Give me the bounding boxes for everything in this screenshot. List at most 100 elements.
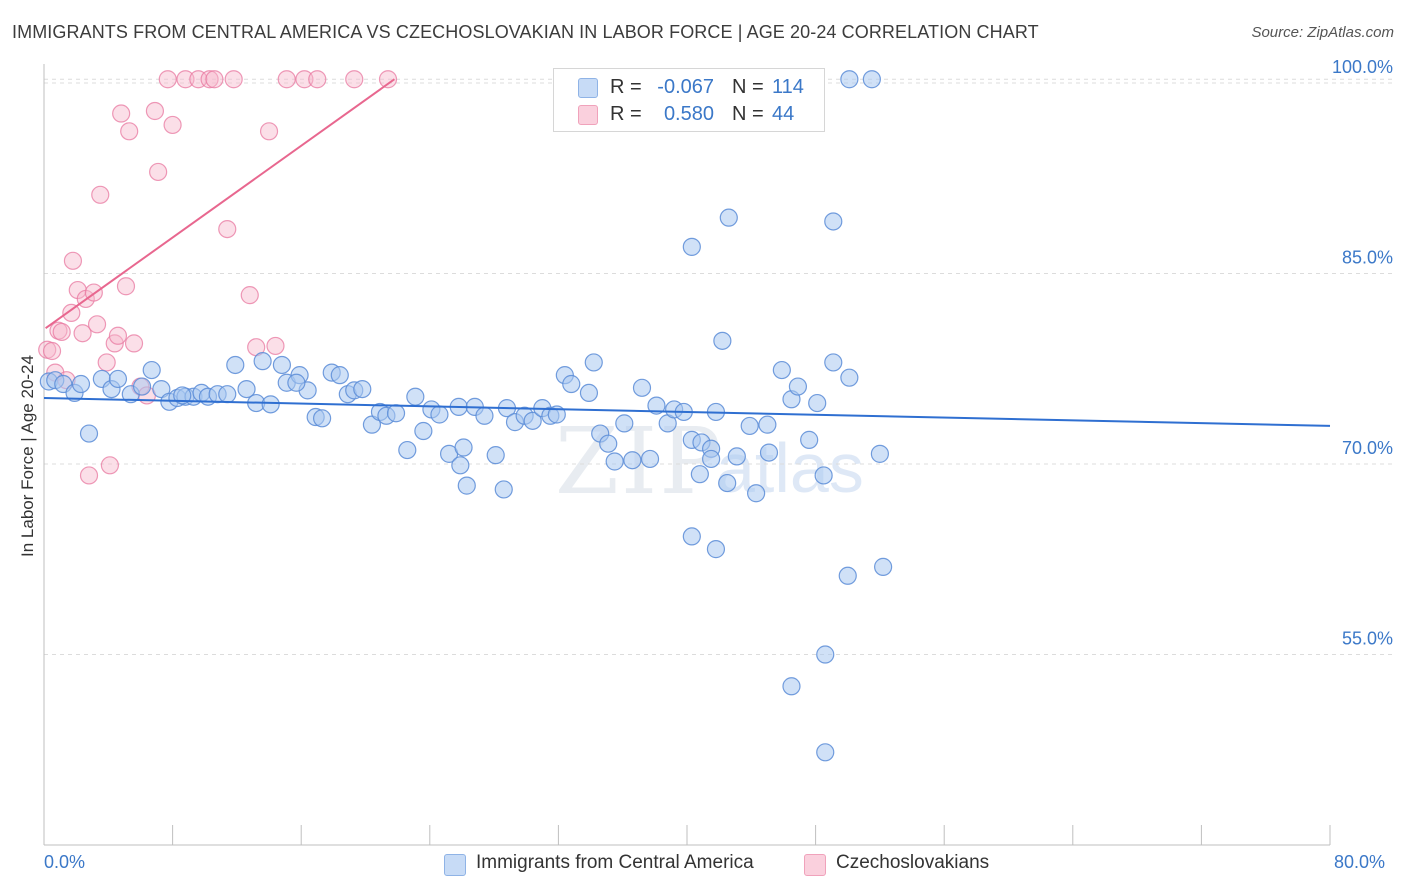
correlation-legend: R = -0.067 N = 114 R = 0.580 N = 44	[553, 68, 825, 132]
legend-r-value: 0.580	[663, 103, 714, 125]
central-america-point	[640, 449, 660, 469]
central-america-point	[272, 355, 292, 375]
central-america-point	[584, 353, 603, 372]
czechoslovakian-point	[62, 303, 81, 323]
x-tick-min: 0.0%	[44, 852, 86, 872]
source-label: Source: ZipAtlas.com	[1251, 24, 1394, 41]
legend-n-label: N =	[732, 76, 764, 98]
central-america-point	[615, 414, 634, 433]
legend-swatch-czechoslovakians	[804, 854, 826, 876]
czechoslovakian-point	[277, 70, 296, 89]
czechoslovakian-point	[259, 122, 279, 141]
central-america-point	[647, 396, 666, 415]
legend-r-value: -0.067	[657, 76, 714, 98]
central-america-point	[874, 557, 893, 576]
central-america-point	[406, 387, 425, 406]
watermark-atlas: atlas	[716, 429, 864, 507]
czechoslovakian-point	[158, 70, 177, 89]
legend-row-czechoslovakians: R = 0.580 N = 44	[554, 101, 824, 127]
legend-swatch-central-america	[578, 78, 598, 98]
central-america-point	[330, 366, 349, 385]
legend-swatch-czechoslovakians	[578, 105, 598, 125]
czechoslovakian-point	[149, 162, 168, 182]
central-america-point	[808, 393, 827, 413]
central-america-point	[457, 476, 476, 495]
czechoslovakian-point	[224, 70, 243, 89]
central-america-point	[690, 465, 709, 484]
central-america-point	[862, 70, 881, 89]
trend-line-czechoslovakians	[45, 78, 396, 329]
czechoslovakian-point	[378, 70, 398, 89]
czechoslovakian-point	[97, 353, 116, 372]
central-america-point	[562, 374, 581, 394]
central-america-point	[840, 368, 859, 387]
central-america-point	[430, 405, 449, 424]
central-america-point	[824, 353, 843, 372]
czechoslovakian-point	[266, 336, 285, 356]
central-america-point	[727, 447, 746, 466]
legend-n-value: 44	[772, 103, 795, 125]
y-tick-label: 55.0%	[1342, 629, 1393, 649]
axes	[43, 64, 1331, 846]
bottom-legend: Immigrants from Central America Czechosl…	[0, 852, 1406, 878]
central-america-point	[486, 446, 505, 465]
czechoslovakian-point	[145, 101, 165, 121]
central-america-point	[758, 415, 777, 434]
central-america-point	[173, 386, 192, 405]
chart-title: IMMIGRANTS FROM CENTRAL AMERICA VS CZECH…	[12, 22, 1039, 42]
series-czechoslovakians-points	[38, 70, 398, 485]
y-tick-label: 100.0%	[1332, 57, 1393, 77]
central-america-point	[782, 677, 801, 696]
central-america-point	[682, 527, 701, 546]
central-america-point	[494, 480, 513, 499]
czechoslovakian-point	[100, 456, 120, 475]
central-america-point	[132, 377, 152, 396]
legend-r-label: R =	[610, 103, 642, 125]
czechoslovakian-point	[79, 466, 99, 485]
central-america-point	[740, 416, 759, 436]
central-america-point	[253, 352, 272, 371]
central-america-point	[312, 409, 332, 428]
central-america-point	[623, 451, 642, 470]
central-america-point	[218, 385, 237, 404]
czechoslovakian-point	[42, 341, 62, 361]
central-america-point	[451, 456, 470, 475]
central-america-point	[287, 373, 306, 392]
central-america-point	[353, 379, 372, 399]
y-tick-labels: 55.0% 70.0% 85.0% 100.0%	[1332, 57, 1393, 648]
central-america-point	[523, 411, 542, 430]
central-america-point	[816, 645, 835, 664]
central-america-point	[632, 378, 652, 397]
legend-label-central-america: Immigrants from Central America	[476, 852, 754, 873]
y-tick-label: 85.0%	[1342, 248, 1393, 268]
central-america-point	[454, 438, 473, 457]
central-america-point	[824, 212, 843, 231]
central-america-point	[414, 421, 433, 441]
central-america-point	[261, 395, 280, 414]
czechoslovakian-point	[63, 251, 83, 270]
czechoslovakian-point	[108, 326, 128, 345]
czechoslovakian-point	[308, 70, 327, 89]
central-america-point	[840, 70, 859, 89]
central-america-point	[605, 452, 624, 471]
central-america-point	[719, 208, 738, 227]
central-america-point	[747, 484, 766, 503]
legend-r-label: R =	[610, 76, 642, 98]
central-america-point	[475, 406, 494, 425]
czechoslovakian-point	[73, 324, 92, 343]
central-america-point	[142, 360, 161, 380]
grid-lines	[44, 78, 1394, 656]
central-america-point	[398, 440, 417, 460]
central-america-point	[579, 383, 599, 403]
central-america-point	[226, 355, 245, 375]
central-america-point	[386, 404, 406, 423]
central-america-point	[713, 331, 732, 350]
central-america-point	[814, 466, 833, 485]
central-america-point	[682, 237, 701, 256]
central-america-point	[759, 443, 779, 462]
x-tick-max: 80.0%	[1334, 852, 1386, 872]
czechoslovakian-point	[87, 315, 107, 334]
czechoslovakian-point	[112, 104, 131, 123]
trend-line-central-america	[43, 396, 1331, 427]
